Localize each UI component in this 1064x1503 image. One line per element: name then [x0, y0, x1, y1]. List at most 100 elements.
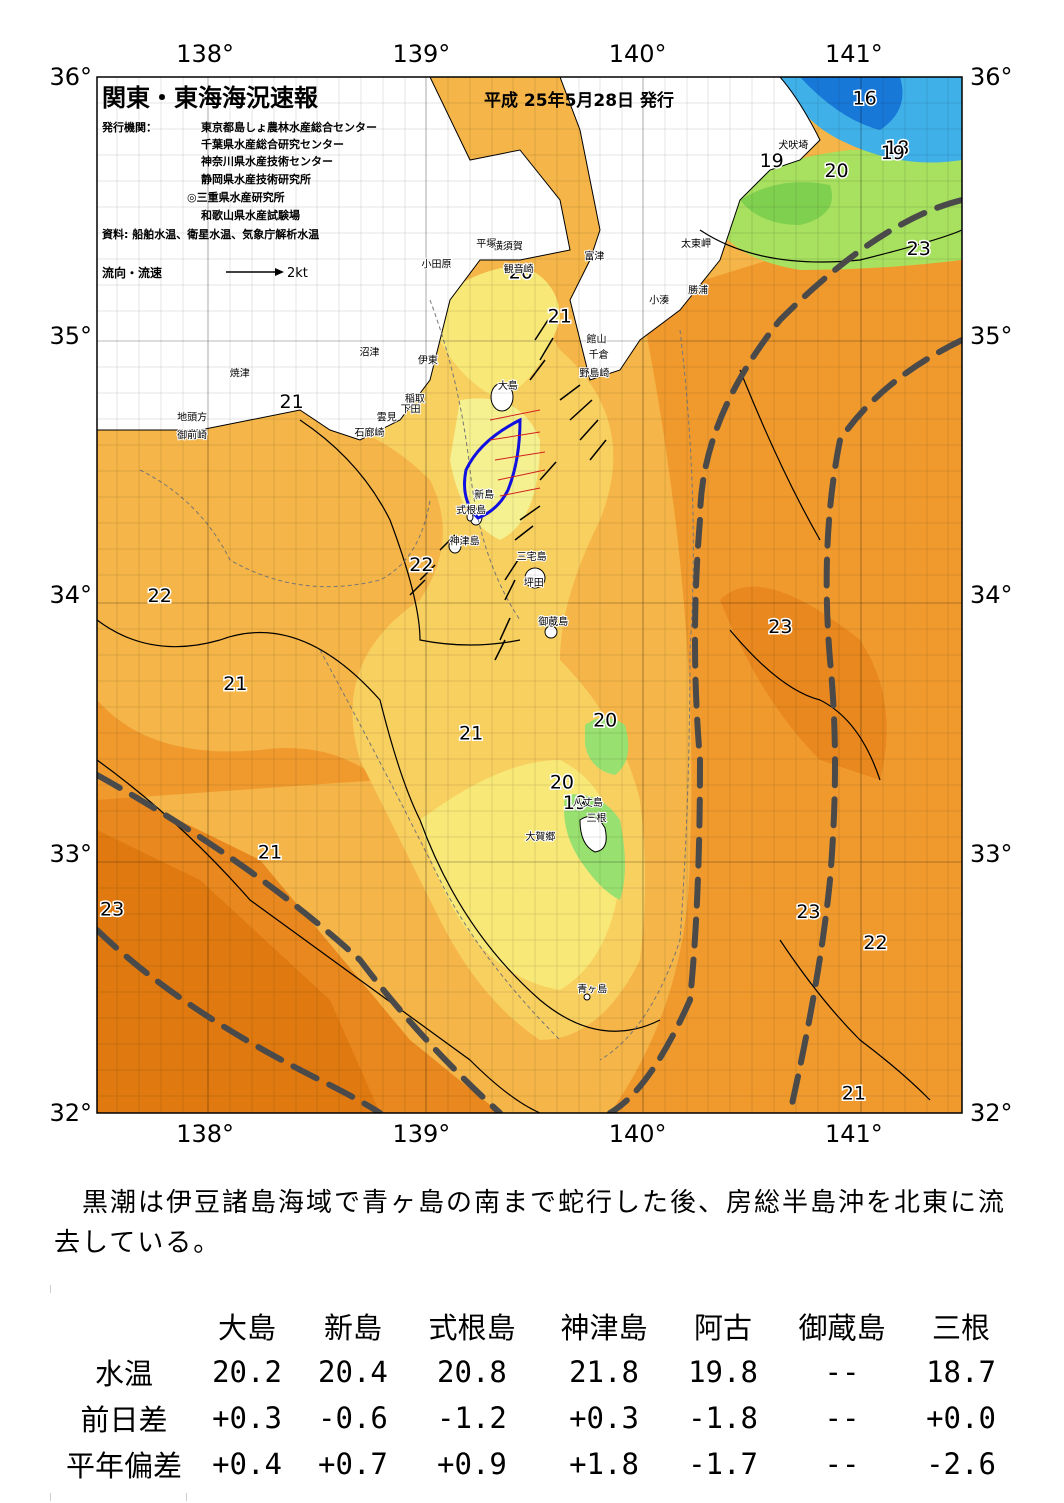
place-name: 伊東 — [418, 353, 438, 366]
place-name: 雲見 — [377, 411, 397, 423]
column-header: 新島 — [323, 1311, 382, 1345]
table-cell: 19.8 — [688, 1355, 758, 1389]
table-cell: -- — [824, 1355, 860, 1389]
table-cell: 20.8 — [437, 1355, 507, 1389]
isotherm-label: 21 — [548, 305, 572, 327]
longitude-label: 138° — [176, 40, 234, 68]
table-cell: +0.7 — [318, 1447, 388, 1481]
place-name: 下田 — [401, 405, 421, 416]
isotherm-label: 23 — [768, 616, 792, 638]
table-cell: 18.7 — [926, 1355, 996, 1389]
crop-mark — [50, 1493, 51, 1501]
flow-legend-arrow — [226, 268, 284, 276]
place-name: 野島崎 — [579, 366, 609, 379]
table-row: 前日差 +0.3 -0.6 -1.2 +0.3 -1.8 -- +0.0 — [54, 1395, 1014, 1441]
issue-date: 平成 25年5月28日 発行 — [484, 90, 674, 111]
publisher-item: 神奈川県水産技術センター — [201, 154, 333, 168]
isotherm-label: 21 — [258, 841, 282, 863]
table-cell: +1.8 — [569, 1447, 639, 1481]
place-name: 千倉 — [589, 348, 609, 361]
publisher-item: 和歌山県水産試験場 — [201, 208, 300, 222]
isotherm-label: 21 — [223, 673, 247, 695]
isotherm-label: 18 — [885, 137, 909, 159]
row-header: 平年偏差 — [65, 1449, 182, 1483]
isotherm-label: 23 — [100, 898, 124, 920]
latitude-labels-right: 36° 35° 34° 33° 32° — [970, 63, 1013, 1127]
crop-mark — [186, 1493, 187, 1501]
table-cell: -- — [824, 1401, 860, 1435]
current-vectors — [409, 319, 607, 661]
data-source: 資料: 船舶水温、衛星水温、気象庁解析水温 — [102, 227, 319, 241]
table-row: 平年偏差 +0.4 +0.7 +0.9 +1.8 -1.7 -- -2.6 — [54, 1441, 1014, 1487]
publisher-item: ◎三重県水産研究所 — [187, 190, 285, 204]
column-header: 三根 — [931, 1311, 990, 1345]
column-header: 式根島 — [428, 1311, 516, 1345]
latitude-label: 34° — [49, 581, 92, 609]
sea-surface-temperature-map: 138° 139° 140° 141° 138° 139° 140° 141° 36° 35°… — [49, 40, 1013, 1148]
table-cell: +0.9 — [437, 1447, 507, 1481]
place-name: 大賀郷 — [525, 830, 555, 843]
temperature-field — [97, 77, 962, 1113]
lat-lon-grid — [97, 77, 962, 1113]
place-name: 石廊崎 — [354, 426, 384, 439]
isotherm-label: 19 — [563, 792, 587, 814]
place-name: 坪田 — [524, 576, 544, 589]
isotherm-label: 22 — [409, 554, 433, 576]
latitude-label: 32° — [970, 1099, 1013, 1127]
table-cell: +0.3 — [569, 1401, 639, 1435]
table-cell: +0.3 — [212, 1401, 282, 1435]
place-name: 神津島 — [450, 535, 480, 548]
latitude-labels-left: 36° 35° 34° 33° 32° — [49, 63, 92, 1127]
row-header: 水温 — [94, 1357, 153, 1391]
latitude-label: 33° — [49, 840, 92, 868]
crop-mark — [50, 1285, 51, 1293]
place-name: 犬吠埼 — [778, 138, 808, 151]
isotherm-label: 21 — [459, 722, 483, 744]
bathymetry-lines — [139, 299, 694, 1061]
place-name: 新島 — [474, 488, 494, 501]
place-name: 大島 — [498, 379, 518, 392]
longitude-label: 138° — [176, 1120, 234, 1148]
place-name: 地頭方 — [177, 410, 207, 423]
ship-track — [463, 417, 522, 520]
place-name: 三宅島 — [517, 550, 547, 563]
latitude-label: 36° — [970, 63, 1013, 91]
isotherm-label: 22 — [863, 932, 887, 954]
place-name: 御蔵島 — [538, 615, 568, 628]
publisher-item: 千葉県水産総合研究センター — [201, 137, 344, 151]
place-name: 観音崎 — [504, 263, 534, 276]
place-name: 平塚 — [476, 238, 496, 250]
table-cell: 20.4 — [318, 1355, 388, 1389]
row-header: 前日差 — [80, 1403, 168, 1437]
place-name: 稲取 — [405, 393, 425, 405]
latitude-label: 34° — [970, 581, 1013, 609]
column-header: 御蔵島 — [798, 1311, 886, 1345]
column-header: 阿古 — [693, 1311, 752, 1345]
place-name: 富津 — [584, 250, 604, 263]
summary-text: 黒潮は伊豆諸島海域で青ヶ島の南まで蛇行した後、房総半島沖を北東に流去している。 — [54, 1188, 1007, 1258]
table-header-row: 大島 新島 式根島 神津島 阿古 御蔵島 三根 — [54, 1303, 1014, 1349]
isotherm-label: 20 — [550, 771, 574, 793]
place-name: 三根 — [587, 812, 607, 825]
isotherm-label: 20 — [593, 709, 617, 731]
table-row: 水温 20.2 20.4 20.8 21.8 19.8 -- 18.7 — [54, 1349, 1014, 1395]
isotherm-label: 19 — [881, 142, 905, 164]
place-name: 太東岬 — [681, 237, 711, 250]
kuroshio-axis — [97, 197, 962, 1113]
table-cell: -1.2 — [437, 1401, 507, 1435]
place-name: 式根島 — [456, 504, 486, 517]
isotherm-label: 23 — [796, 901, 820, 923]
table-cell: 21.8 — [569, 1355, 639, 1389]
map-title: 関東・東海海況速報 — [102, 84, 319, 112]
isotherm-lines — [97, 229, 962, 1113]
longitude-label: 140° — [609, 40, 667, 68]
isotherm-label: 19 — [760, 150, 784, 172]
place-name: 青ヶ島 — [577, 983, 607, 996]
isotherm-label: 21 — [280, 391, 304, 413]
longitude-label: 139° — [392, 40, 450, 68]
table-cell: +0.4 — [212, 1447, 282, 1481]
publisher-item: 静岡県水産技術研究所 — [201, 172, 311, 186]
latitude-label: 35° — [970, 322, 1013, 350]
isotherm-label: 20 — [824, 160, 848, 182]
